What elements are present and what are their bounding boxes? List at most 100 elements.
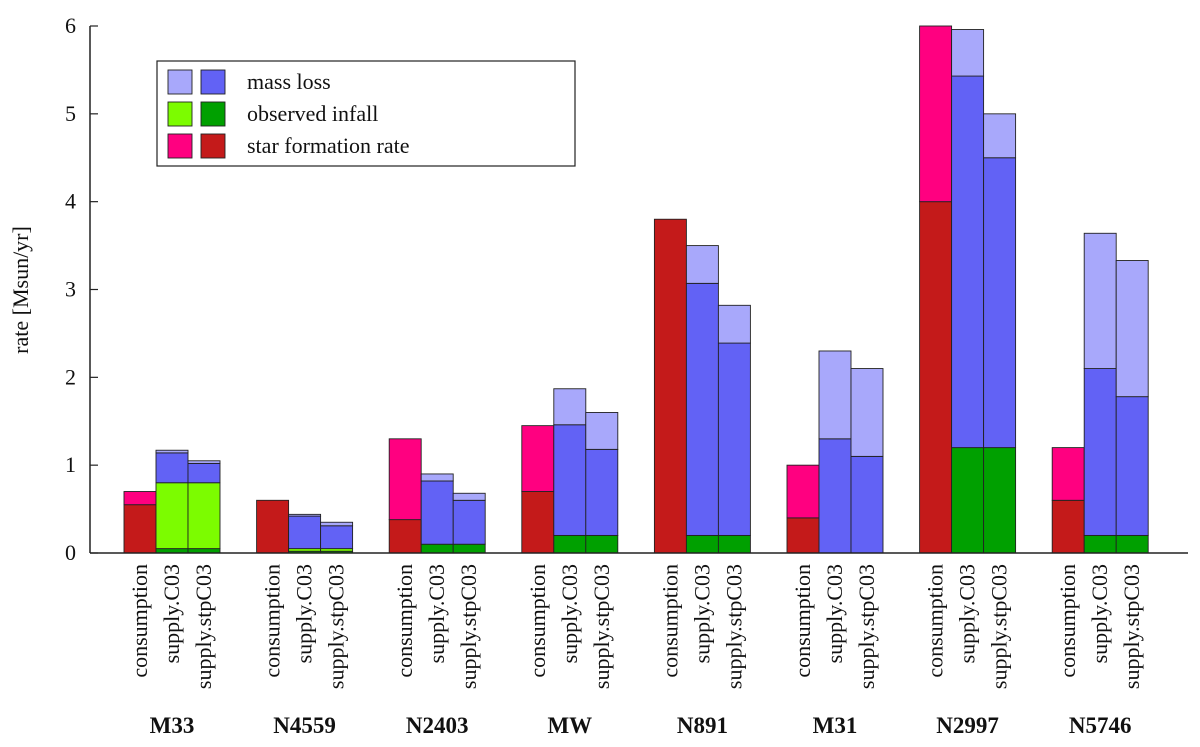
bar-segment [155, 482, 189, 550]
bar-segment [420, 543, 454, 554]
bar-label: supply.C03 [424, 564, 449, 663]
bar-segment [388, 519, 422, 554]
bar-segment [850, 368, 884, 457]
group-label: MW [547, 713, 592, 738]
bar-label: consumption [260, 564, 285, 678]
y-ticks: 0 1 2 3 4 5 6 [65, 13, 98, 565]
bar-segment [256, 499, 290, 554]
y-tick-label: 0 [65, 540, 76, 565]
bar-label: consumption [1055, 564, 1080, 678]
legend: mass loss observed infall star formation r… [156, 60, 576, 167]
bar-label: supply.stpC03 [854, 564, 879, 689]
bar-segment [1115, 534, 1149, 554]
legend-swatch-light [167, 133, 193, 159]
bar-label: supply.stpC03 [456, 564, 481, 689]
y-tick-label: 1 [65, 452, 76, 477]
bar-segment [786, 517, 820, 554]
legend-label: mass loss [247, 69, 331, 94]
bar-segment [786, 464, 820, 519]
bar-segment [320, 525, 354, 550]
legend-label: star formation rate [247, 133, 410, 158]
bar-segment [123, 491, 157, 506]
bar-segment [717, 304, 751, 344]
legend-swatch-dark [200, 133, 226, 159]
bar-segment [685, 245, 719, 284]
bar-segment [951, 447, 985, 554]
legend-swatch-light [167, 101, 193, 127]
bar-label: supply.C03 [822, 564, 847, 663]
bar-label: consumption [923, 564, 948, 678]
bar-segment [521, 425, 555, 492]
bar-label: supply.C03 [557, 564, 582, 663]
bar-segment [919, 201, 953, 554]
bar-segment [951, 75, 985, 449]
bar-segment [452, 499, 486, 545]
bar-label: supply.stpC03 [987, 564, 1012, 689]
bar-segment [951, 29, 985, 77]
bar-segment [717, 534, 751, 554]
bar-segment [653, 218, 687, 554]
bar-label: supply.stpC03 [324, 564, 349, 689]
group-label: N2997 [936, 713, 999, 738]
bar-segment [717, 342, 751, 536]
bar-segment [452, 492, 486, 501]
bar-label: supply.C03 [955, 564, 980, 663]
bar-segment [123, 504, 157, 554]
bar-label: supply.C03 [292, 564, 317, 663]
bar-label: consumption [127, 564, 152, 678]
legend-swatch-dark [200, 101, 226, 127]
bar-label: supply.C03 [159, 564, 184, 663]
y-tick-label: 6 [65, 13, 76, 38]
bar-segment [1051, 447, 1085, 501]
y-axis-label: rate [Msun/yr] [8, 226, 33, 354]
bar-label: supply.C03 [1087, 564, 1112, 663]
bar-segment [187, 460, 221, 464]
bar-segment [521, 491, 555, 554]
bar-segment [553, 388, 587, 426]
bar-label: consumption [392, 564, 417, 678]
bar-segment [585, 534, 619, 554]
bar-segment [420, 480, 454, 545]
y-tick-label: 5 [65, 101, 76, 126]
bar-segment [850, 455, 884, 554]
bar-segment [187, 462, 221, 484]
bar-label: consumption [790, 564, 815, 678]
y-tick-label: 4 [65, 189, 76, 214]
bar-label: consumption [525, 564, 550, 678]
bar-segment [1115, 260, 1149, 398]
bar-segment [818, 438, 852, 554]
bar-segment [452, 543, 486, 554]
y-tick-label: 2 [65, 364, 76, 389]
bar-segment [585, 412, 619, 450]
bar-label: consumption [657, 564, 682, 678]
bar-segment [388, 438, 422, 521]
bar-segment [1083, 232, 1117, 370]
bar-segment [1083, 368, 1117, 536]
bar-segment [320, 521, 354, 527]
bar-segment [553, 534, 587, 554]
group-label: N2403 [406, 713, 469, 738]
bar-label: supply.C03 [689, 564, 714, 663]
group-label: M33 [150, 713, 195, 738]
bar-segment [553, 424, 587, 536]
bar-label: supply.stpC03 [721, 564, 746, 689]
bar-segment [155, 452, 189, 484]
bar-segment [420, 473, 454, 482]
bar-segment [1115, 396, 1149, 536]
bar-segment [187, 482, 221, 550]
bar-label: supply.stpC03 [589, 564, 614, 689]
bar-label: supply.stpC03 [191, 564, 216, 689]
group-label: N891 [677, 713, 728, 738]
bar-segment [155, 449, 189, 454]
legend-label: observed infall [247, 101, 378, 126]
bar-segment [288, 513, 322, 517]
legend-box [156, 60, 576, 167]
bar-segment [685, 282, 719, 536]
bar-segment [919, 25, 953, 203]
bar-segment [585, 448, 619, 536]
legend-swatch-light [167, 69, 193, 95]
bar-segment [818, 350, 852, 440]
bars-layer [123, 25, 1149, 554]
group-label: M31 [813, 713, 858, 738]
